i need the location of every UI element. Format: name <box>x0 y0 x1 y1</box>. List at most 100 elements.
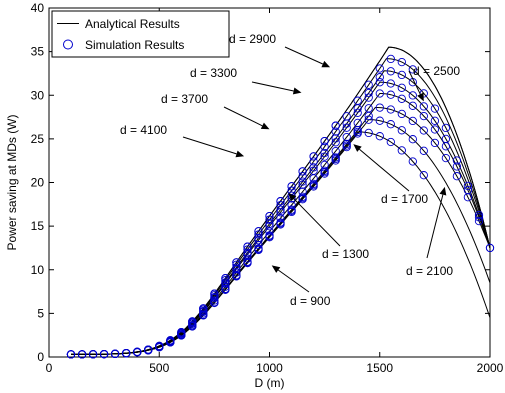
simulation-marker-d-2100 <box>463 186 473 195</box>
simulation-marker-d-1300 <box>364 115 373 124</box>
simulation-marker-d-1700 <box>430 138 440 148</box>
legend: Analytical Results Simulation Results <box>51 10 230 58</box>
simulation-marker-d-1700 <box>331 153 340 162</box>
annotation-d-1300-label: d = 1300 <box>322 247 369 261</box>
simulation-marker-d-1300 <box>397 126 406 135</box>
simulation-marker-d-1700 <box>320 166 329 175</box>
simulation-marker-d-3300 <box>232 260 241 269</box>
annotation-d-2100-arrow-head <box>439 186 447 196</box>
simulation-marker-d-1700 <box>397 109 406 119</box>
simulation-marker-d-3300 <box>298 172 307 181</box>
annotation-d-900-label: d = 900 <box>290 294 331 308</box>
simulation-marker-d-4100 <box>99 349 109 359</box>
simulation-marker-d-2100 <box>430 125 440 134</box>
simulation-marker-d-4100 <box>221 274 230 283</box>
simulation-marker-d-2900 <box>364 88 373 98</box>
annotation-d-3300-arrow-head <box>292 87 302 95</box>
simulation-marker-d-2100 <box>353 118 362 128</box>
simulation-marker-d-900 <box>364 128 373 138</box>
x-tick-label: 1000 <box>256 361 283 375</box>
simulation-marker-d-2900 <box>331 134 340 143</box>
simulation-marker-d-2500 <box>298 180 307 189</box>
x-tick-label: 1500 <box>366 361 393 375</box>
simulation-marker-d-2100 <box>342 132 351 142</box>
simulation-marker-d-1700 <box>276 218 285 227</box>
annotation-d-2500-arrow-head <box>417 92 424 102</box>
simulation-marker-d-900 <box>386 137 395 147</box>
annotation-d-900-arrow-head <box>271 265 281 273</box>
simulation-marker-d-2100 <box>364 104 373 113</box>
y-tick-label: 35 <box>31 45 45 59</box>
simulation-marker-d-2500 <box>342 123 351 132</box>
simulation-marker-d-2500 <box>441 134 451 144</box>
simulation-marker-d-1700 <box>474 216 484 226</box>
simulation-marker-d-900 <box>375 132 384 141</box>
simulation-marker-d-1700 <box>287 205 296 214</box>
simulation-marker-d-4100 <box>110 349 120 358</box>
x-tick-label: 0 <box>46 361 53 375</box>
simulation-marker-d-1700 <box>386 105 395 114</box>
legend-circle-marker <box>63 39 73 50</box>
y-tick-label: 15 <box>31 219 45 233</box>
simulation-marker-d-2100 <box>386 90 395 99</box>
simulation-marker-d-4100 <box>199 304 208 313</box>
simulation-marker-d-3300 <box>254 230 263 239</box>
simulation-marker-d-1700 <box>298 192 307 201</box>
simulation-marker-d-2900 <box>254 233 263 243</box>
simulation-marker-d-2100 <box>210 296 219 305</box>
simulation-marker-d-2900 <box>430 104 440 113</box>
annotation-d-1700-arrow-shaft <box>359 148 410 192</box>
simulation-marker-d-2900 <box>298 177 307 186</box>
simulation-marker-d-2500 <box>353 108 362 117</box>
simulation-marker-d-1300 <box>408 135 417 144</box>
simulation-marker-d-2900 <box>309 163 318 172</box>
simulation-marker-d-4100 <box>88 350 98 359</box>
simulation-marker-d-4100 <box>331 121 340 130</box>
annotation-d-3300-label: d = 3300 <box>190 66 237 80</box>
simulation-marker-d-1700 <box>375 103 384 112</box>
simulation-marker-d-3300 <box>364 80 373 89</box>
annotation-d-2900-arrow-head <box>321 60 331 68</box>
simulation-marker-d-2100 <box>331 146 340 156</box>
simulation-marker-d-3300 <box>276 201 285 210</box>
simulation-marker-d-2900 <box>375 73 384 82</box>
simulation-marker-d-2500 <box>397 83 406 92</box>
simulation-marker-d-2900 <box>276 205 285 214</box>
x-tick-label: 500 <box>149 361 169 375</box>
simulation-marker-d-1300 <box>342 142 351 152</box>
annotation-d-1300-arrow-shaft <box>293 198 341 247</box>
annotation-d-4100-arrow-shaft <box>182 136 237 155</box>
simulation-marker-d-2900 <box>386 67 395 76</box>
simulation-marker-d-900 <box>397 146 406 155</box>
simulation-marker-d-3300 <box>386 54 395 64</box>
legend-entry-analytical: Analytical Results <box>85 17 180 31</box>
simulation-marker-d-3300 <box>353 96 362 105</box>
simulation-marker-d-2500 <box>364 93 373 102</box>
annotation-d-2500-label: d = 2500 <box>413 64 460 78</box>
simulation-marker-d-2900 <box>232 263 241 272</box>
simulation-marker-d-2500 <box>320 152 329 161</box>
simulation-marker-d-2500 <box>309 166 318 175</box>
simulation-marker-d-1300 <box>287 207 296 217</box>
simulation-marker-d-4100 <box>122 348 131 358</box>
annotation-d-2500-arrow-shaft <box>408 70 421 95</box>
simulation-marker-d-4100 <box>77 350 87 359</box>
simulation-marker-d-4100 <box>320 136 329 146</box>
simulation-marker-d-1300 <box>309 182 318 191</box>
simulation-marker-d-2100 <box>397 94 406 103</box>
simulation-marker-d-4100 <box>276 197 285 206</box>
x-axis-label: D (m) <box>255 376 285 390</box>
simulation-marker-d-1700 <box>342 139 351 149</box>
simulation-marker-d-1700 <box>265 231 274 240</box>
simulation-marker-d-2100 <box>254 240 263 250</box>
simulation-marker-d-1300 <box>386 120 395 129</box>
annotation-d-1700-arrow-head <box>353 144 362 152</box>
simulation-marker-d-4100 <box>133 347 142 356</box>
simulation-marker-d-2100 <box>419 111 428 121</box>
annotation-d-4100-label: d = 4100 <box>120 123 167 137</box>
simulation-marker-d-3300 <box>375 64 384 73</box>
y-tick-label: 30 <box>31 88 45 102</box>
y-tick-label: 10 <box>31 263 45 277</box>
simulation-marker-d-4100 <box>243 242 252 251</box>
